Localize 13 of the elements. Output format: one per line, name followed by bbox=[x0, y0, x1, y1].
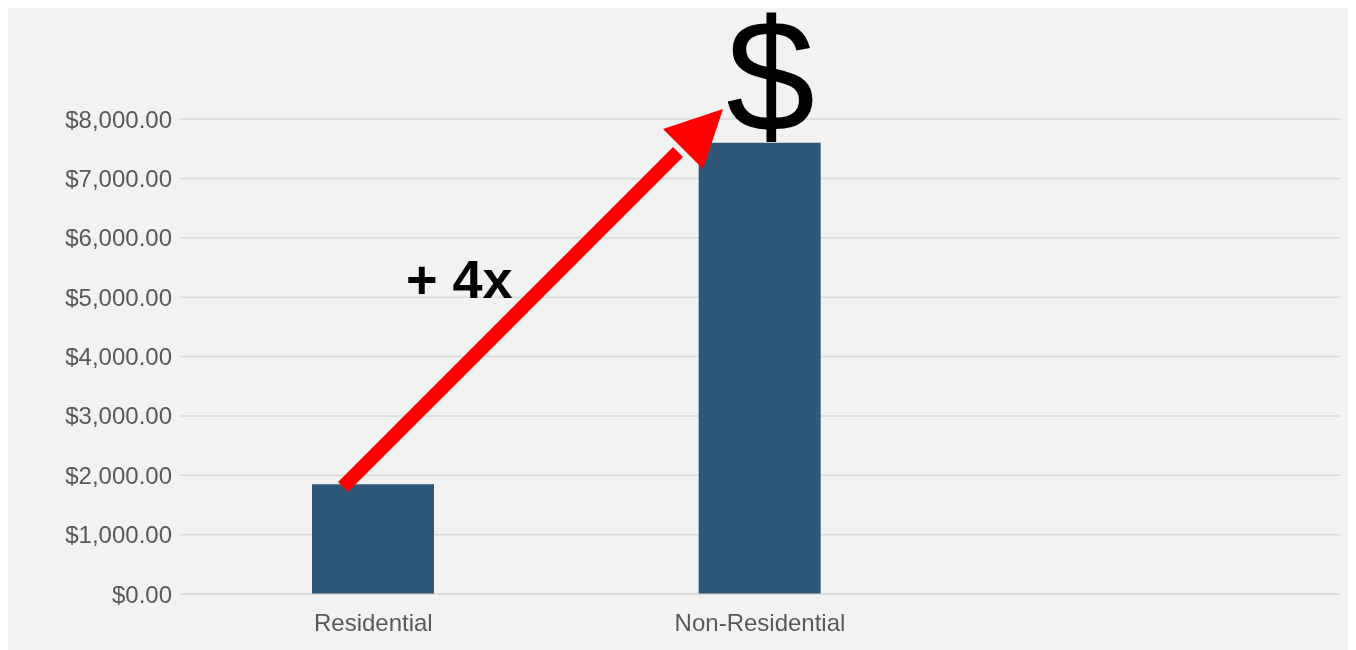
annotation: + 4x bbox=[406, 248, 513, 310]
x-tick-label: Residential bbox=[313, 609, 433, 637]
y-tick-label: $5,000.00 bbox=[65, 283, 172, 311]
y-tick-label: $1,000.00 bbox=[65, 521, 172, 549]
y-tick-label: $6,000.00 bbox=[65, 224, 172, 252]
y-tick-label: $8,000.00 bbox=[65, 105, 172, 133]
y-tick-label: $2,000.00 bbox=[65, 461, 172, 489]
x-tick-label: Non-Residential bbox=[674, 609, 846, 637]
y-tick-label: $4,000.00 bbox=[65, 343, 172, 371]
y-tick-label: $0.00 bbox=[111, 580, 172, 608]
y-tick-label: $3,000.00 bbox=[65, 402, 172, 430]
annotation: $ bbox=[726, 0, 815, 165]
y-tick-label: $7,000.00 bbox=[65, 164, 172, 192]
